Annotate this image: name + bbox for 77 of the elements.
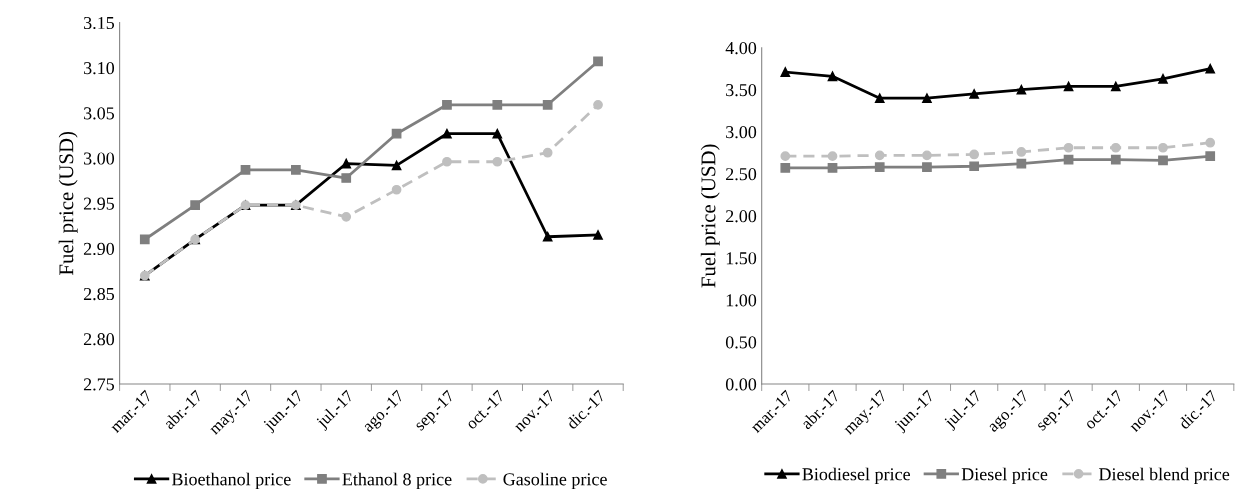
point <box>442 128 452 139</box>
point <box>1205 63 1216 74</box>
point <box>1205 137 1216 148</box>
point <box>1158 142 1168 153</box>
y-tick-label: 1.00 <box>726 294 757 307</box>
y-tick-label: 1.50 <box>726 252 757 265</box>
legend-label: Biodiesel price <box>802 467 910 485</box>
point <box>874 150 885 161</box>
point <box>874 162 885 172</box>
legend-label: Gasoline price <box>503 472 607 490</box>
point <box>391 128 402 139</box>
y-tick-label: 2.50 <box>726 168 757 181</box>
point <box>1158 155 1168 166</box>
point <box>391 160 402 171</box>
point <box>391 184 402 195</box>
point <box>341 173 352 183</box>
point <box>1063 81 1074 92</box>
point <box>827 151 838 162</box>
point <box>1110 154 1121 165</box>
y-tick-label: 2.90 <box>83 242 115 256</box>
point <box>492 128 503 139</box>
y-tick-label: 4.00 <box>725 41 757 55</box>
legend-label: Diesel price <box>961 467 1048 485</box>
point <box>922 93 932 104</box>
point <box>492 99 503 110</box>
point <box>780 67 791 77</box>
point <box>1016 84 1027 95</box>
point <box>442 156 452 167</box>
point <box>969 149 980 160</box>
point <box>190 200 201 210</box>
point <box>780 151 791 162</box>
point <box>1110 142 1121 153</box>
y-tick-label: 3.00 <box>726 126 757 139</box>
point <box>1110 81 1121 92</box>
point <box>341 212 352 222</box>
y-axis-title: Fuel price (USD) <box>58 131 78 276</box>
point <box>969 161 980 172</box>
y-tick-label: 2.75 <box>83 378 115 391</box>
point <box>240 165 251 175</box>
point <box>1063 142 1074 153</box>
y-tick-label: 3.05 <box>84 107 115 120</box>
point <box>827 163 838 173</box>
y-tick-label: 2.00 <box>726 210 757 223</box>
point <box>341 158 352 169</box>
legend-label: Ethanol 8 price <box>342 472 452 490</box>
legend-label: Diesel blend price <box>1098 467 1230 485</box>
point <box>542 99 553 110</box>
point <box>492 156 503 167</box>
point <box>593 56 603 67</box>
point <box>442 99 452 110</box>
y-tick-label: 0.00 <box>725 378 757 391</box>
y-tick-label: 3.10 <box>84 62 115 75</box>
y-tick-label: 3.15 <box>84 16 115 30</box>
point <box>593 230 603 240</box>
point <box>780 163 791 173</box>
point <box>1016 158 1027 169</box>
point <box>593 99 603 110</box>
y-tick-label: 2.85 <box>83 287 115 301</box>
point <box>1016 147 1027 157</box>
point <box>542 147 553 158</box>
point <box>291 165 301 175</box>
point <box>542 231 553 242</box>
y-tick-label: 2.80 <box>83 333 115 346</box>
point <box>827 71 838 82</box>
point <box>874 93 885 104</box>
legend-label: Bioethanol price <box>171 472 291 490</box>
y-tick-label: 0.50 <box>725 336 757 349</box>
point <box>922 162 932 172</box>
point <box>1205 151 1216 162</box>
point <box>139 234 150 245</box>
point <box>922 150 932 161</box>
y-tick-label: 3.50 <box>726 83 757 97</box>
y-tick-label: 2.95 <box>83 197 115 210</box>
y-tick-label: 3.00 <box>84 152 115 165</box>
point <box>1158 73 1168 84</box>
point <box>969 89 980 99</box>
y-axis-title: Fuel price (USD) <box>700 144 720 288</box>
